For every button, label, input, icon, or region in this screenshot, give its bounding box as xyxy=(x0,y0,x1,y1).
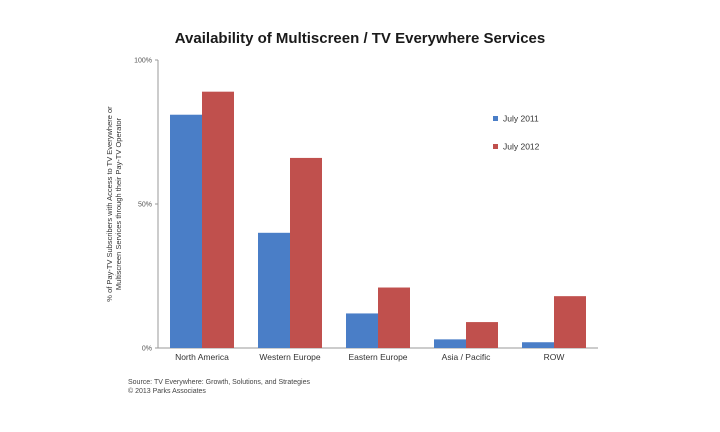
bar-july-2012 xyxy=(554,296,586,348)
source-note: Source: TV Everywhere: Growth, Solutions… xyxy=(128,378,310,396)
legend-label: July 2011 xyxy=(503,114,539,124)
bar-july-2011 xyxy=(434,339,466,348)
chart-title: Availability of Multiscreen / TV Everywh… xyxy=(174,30,546,47)
bar-july-2011 xyxy=(346,313,378,348)
bar-july-2012 xyxy=(466,322,498,348)
y-tick-label: 50% xyxy=(138,202,152,209)
source-line-1: Source: TV Everywhere: Growth, Solutions… xyxy=(128,379,310,386)
y-axis-label: % of Pay-TV Subscribers with Access to T… xyxy=(105,106,123,302)
bar-july-2012 xyxy=(202,91,234,349)
bar-july-2012 xyxy=(378,287,410,348)
chart-bars xyxy=(170,91,586,349)
y-tick-label: 100% xyxy=(134,58,152,65)
bar-july-2012 xyxy=(290,157,322,348)
bar-july-2011 xyxy=(170,114,202,348)
category-label: Asia / Pacific xyxy=(442,352,491,362)
y-axis-ticks: 0% 50% 100% xyxy=(134,58,158,353)
category-label: North America xyxy=(175,352,229,362)
chart-legend: July 2011 July 2012 xyxy=(493,114,540,152)
source-line-2: © 2013 Parks Associates xyxy=(128,388,206,395)
category-label: Western Europe xyxy=(259,352,321,362)
category-labels: North America Western Europe Eastern Europ… xyxy=(175,352,564,362)
category-label: Eastern Europe xyxy=(348,352,407,362)
legend-swatch xyxy=(493,144,498,149)
y-tick-label: 0% xyxy=(142,346,152,353)
y-axis-label-line: Multiscreen Services through their Pay-T… xyxy=(114,117,123,290)
category-label: ROW xyxy=(544,352,565,362)
bar-july-2011 xyxy=(522,342,554,348)
bar-july-2011 xyxy=(258,232,290,348)
legend-swatch xyxy=(493,116,498,121)
legend-label: July 2012 xyxy=(503,142,540,152)
y-axis-label-line: % of Pay-TV Subscribers with Access to T… xyxy=(105,106,114,302)
